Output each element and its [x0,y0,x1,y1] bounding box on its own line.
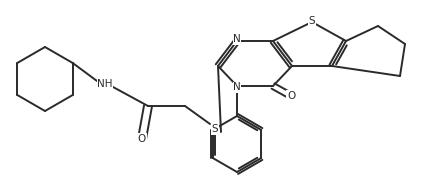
Text: N: N [233,34,241,44]
Text: O: O [138,134,146,144]
Text: O: O [287,91,295,101]
Text: S: S [212,124,218,134]
Text: N: N [233,82,241,93]
Text: NH: NH [97,79,113,89]
Text: S: S [309,16,315,26]
